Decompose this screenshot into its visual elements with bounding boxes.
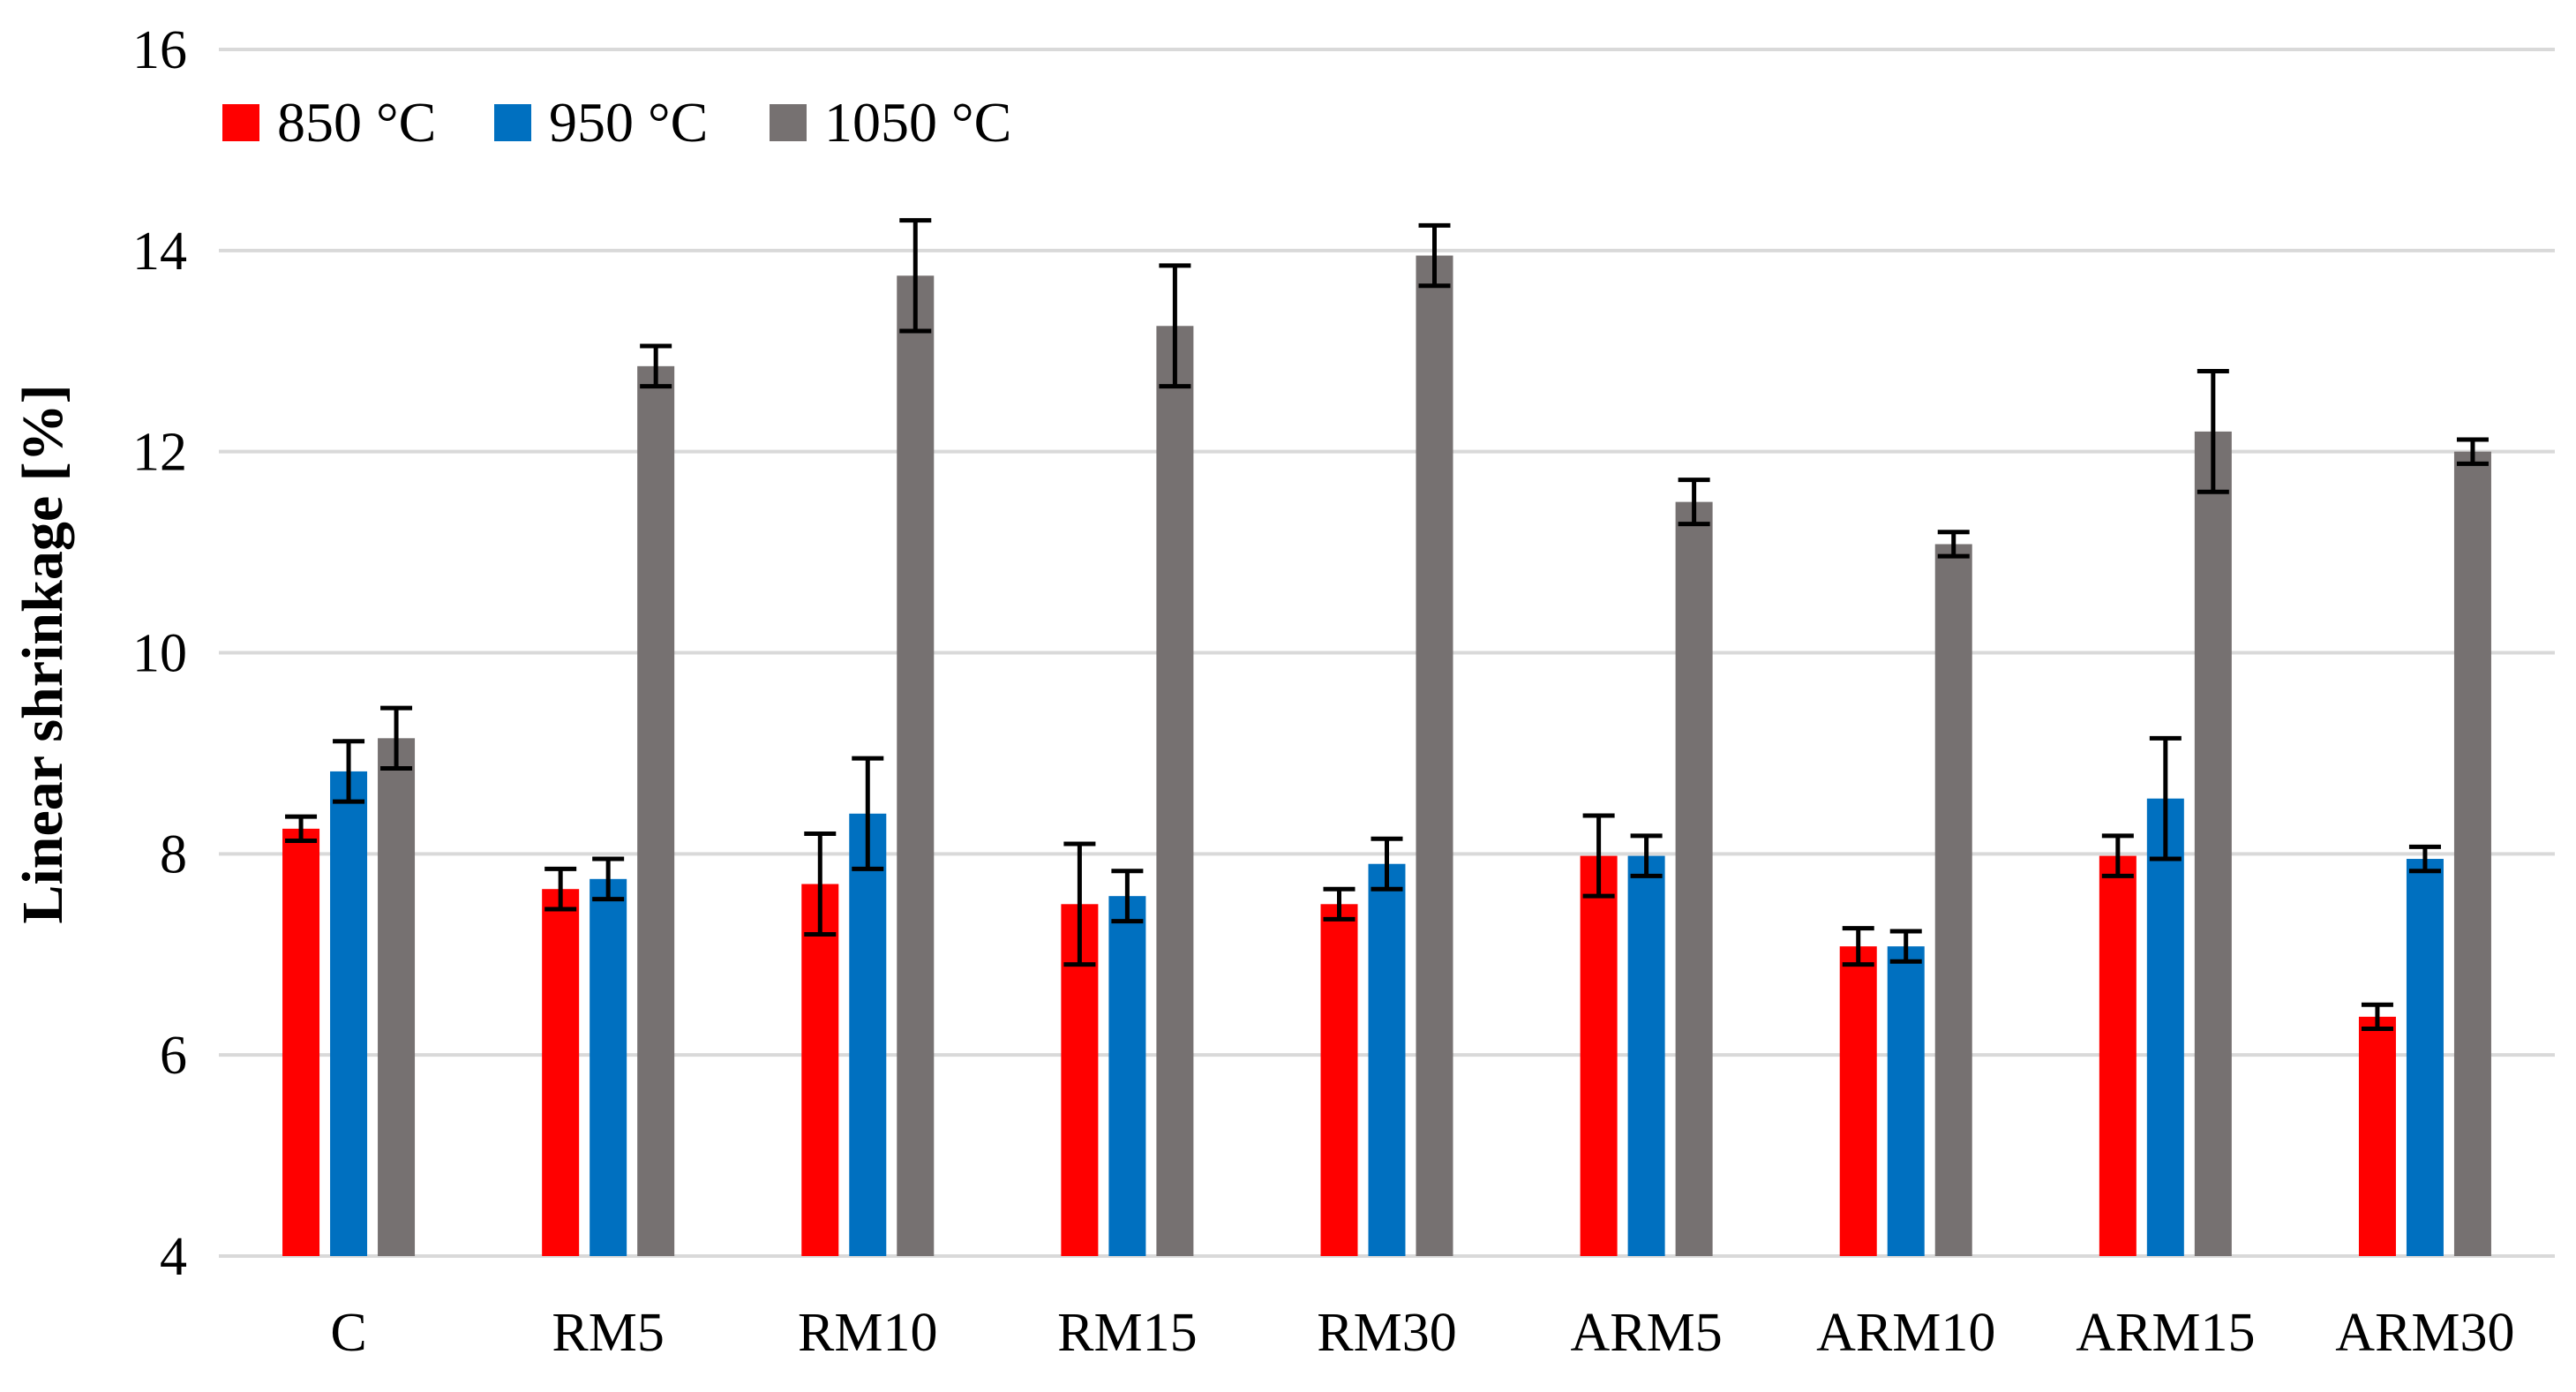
bar-marks <box>282 255 2491 1257</box>
x-tick-label-ARM30: ARM30 <box>2335 1303 2514 1363</box>
error-bar-ARM30-series-0 <box>2361 1002 2393 1032</box>
legend-swatch-2 <box>770 104 807 141</box>
bar-RM30-series-1 <box>1368 863 1406 1256</box>
error-bar-ARM10-series-1 <box>1889 929 1922 964</box>
bar-RM30-series-0 <box>1320 904 1358 1256</box>
x-tick-label-ARM15: ARM15 <box>2076 1303 2255 1363</box>
error-bar-ARM10-series-0 <box>1842 926 1874 967</box>
error-bar-C-series-1 <box>333 739 365 804</box>
bar-RM15-series-1 <box>1108 896 1146 1256</box>
x-tick-label-RM5: RM5 <box>552 1303 664 1363</box>
error-bar-C-series-2 <box>380 705 413 771</box>
bar-ARM10-series-2 <box>1934 544 1972 1256</box>
bar-RM10-series-1 <box>849 813 887 1256</box>
bar-ARM5-series-0 <box>1580 855 1618 1256</box>
error-bar-RM5-series-0 <box>544 866 577 912</box>
x-tick-label-RM15: RM15 <box>1057 1303 1197 1363</box>
error-bar-ARM15-series-0 <box>2101 833 2134 878</box>
error-bar-RM15-series-2 <box>1159 263 1191 389</box>
bar-RM5-series-2 <box>637 365 675 1256</box>
x-tick-label-ARM5: ARM5 <box>1570 1303 1722 1363</box>
error-bar-RM15-series-0 <box>1063 841 1096 967</box>
y-tick-label-8: 8 <box>160 824 187 884</box>
error-bar-RM30-series-1 <box>1371 836 1403 892</box>
y-tick-label-14: 14 <box>132 222 187 282</box>
bar-ARM10-series-0 <box>1839 946 1877 1256</box>
bar-RM5-series-1 <box>590 878 627 1256</box>
y-axis-ticks: 4 6 8 10 12 14 16 <box>132 20 187 1287</box>
legend-item-2: 1050 °C <box>770 91 1011 154</box>
error-bar-ARM30-series-1 <box>2408 844 2441 874</box>
legend-item-0: 850 °C <box>222 91 436 154</box>
bar-RM10-series-0 <box>801 884 839 1256</box>
bar-ARM30-series-0 <box>2358 1016 2396 1256</box>
bar-ARM5-series-2 <box>1675 501 1713 1256</box>
bar-RM5-series-0 <box>542 889 580 1256</box>
bar-ARM15-series-0 <box>2099 855 2137 1256</box>
bar-ARM5-series-1 <box>1627 855 1665 1256</box>
legend-label-1: 950 °C <box>549 91 708 154</box>
legend: 850 °C 950 °C 1050 °C <box>222 91 1011 154</box>
bar-C-series-2 <box>378 738 416 1256</box>
error-bar-ARM10-series-2 <box>1937 530 1970 559</box>
error-bar-RM15-series-1 <box>1111 869 1144 924</box>
y-tick-label-6: 6 <box>160 1026 187 1086</box>
error-bar-RM5-series-1 <box>592 856 625 902</box>
bar-RM15-series-2 <box>1156 326 1194 1256</box>
y-tick-label-10: 10 <box>132 624 187 684</box>
bar-RM10-series-2 <box>897 275 935 1256</box>
y-tick-label-12: 12 <box>132 423 187 483</box>
x-tick-label-RM10: RM10 <box>798 1303 937 1363</box>
legend-label-0: 850 °C <box>277 91 436 154</box>
error-bar-RM5-series-2 <box>640 343 672 389</box>
bar-ARM30-series-1 <box>2406 859 2444 1256</box>
error-bar-ARM5-series-1 <box>1630 833 1663 878</box>
error-bar-RM30-series-0 <box>1323 886 1356 922</box>
error-bar-ARM5-series-2 <box>1678 478 1710 527</box>
y-axis-title: Linear shrinkage [%] <box>11 384 75 923</box>
bar-ARM10-series-1 <box>1887 946 1925 1256</box>
error-bar-RM10-series-0 <box>804 831 837 937</box>
bar-ARM30-series-2 <box>2453 451 2491 1257</box>
bar-ARM15-series-2 <box>2194 431 2232 1257</box>
error-bar-ARM5-series-0 <box>1582 813 1615 899</box>
bar-C-series-0 <box>282 828 320 1256</box>
error-bar-RM10-series-1 <box>852 756 884 871</box>
error-bar-C-series-0 <box>285 814 318 844</box>
error-bars <box>285 218 2489 1032</box>
bar-RM30-series-2 <box>1416 255 1453 1256</box>
y-tick-label-16: 16 <box>132 20 187 80</box>
legend-swatch-1 <box>494 104 531 141</box>
x-tick-label-ARM10: ARM10 <box>1816 1303 1995 1363</box>
legend-label-2: 1050 °C <box>824 91 1011 154</box>
x-tick-label-RM30: RM30 <box>1317 1303 1456 1363</box>
y-tick-label-4: 4 <box>160 1227 187 1287</box>
bar-ARM15-series-1 <box>2146 798 2184 1256</box>
error-bar-RM10-series-2 <box>899 218 932 334</box>
error-bar-ARM15-series-1 <box>2149 735 2182 862</box>
legend-swatch-0 <box>222 104 259 141</box>
x-axis-labels: C RM5 RM10 RM15 RM30 ARM5 ARM10 ARM15 ARM30 <box>330 1303 2514 1363</box>
bar-C-series-1 <box>330 771 368 1256</box>
legend-item-1: 950 °C <box>494 91 708 154</box>
error-bar-ARM15-series-2 <box>2197 369 2229 494</box>
x-tick-label-C: C <box>330 1303 366 1363</box>
error-bar-RM30-series-2 <box>1418 222 1451 289</box>
error-bar-ARM30-series-2 <box>2456 437 2489 466</box>
